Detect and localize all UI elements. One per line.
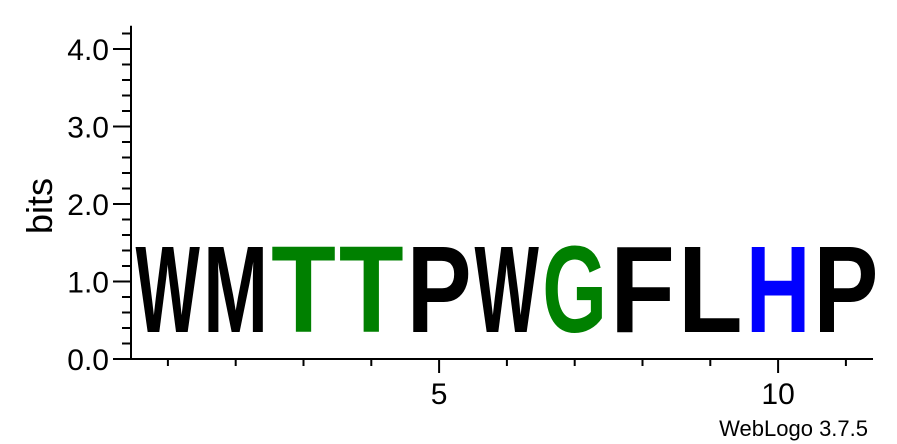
logo-letter-T: T	[271, 222, 336, 359]
y-tick-label: 4.0	[67, 34, 109, 67]
logo-letter-W: W	[475, 222, 539, 359]
y-tick-label: 2.0	[67, 189, 109, 222]
footer-credit: WebLogo 3.7.5	[719, 416, 868, 441]
x-tick-label: 5	[431, 378, 448, 411]
y-tick-label: 1.0	[67, 267, 109, 300]
logo-letter-P: P	[407, 221, 472, 359]
y-tick-label: 3.0	[67, 112, 109, 145]
logo-letter-H: H	[746, 220, 811, 358]
logo-letter-P: P	[814, 221, 879, 359]
logo-letter-T: T	[339, 222, 404, 359]
y-axis: 0.0 1.0 2.0 3.0 4.0	[67, 25, 132, 377]
logo-letter-G: G	[542, 222, 607, 359]
logo-letter-L: L	[678, 222, 743, 359]
logo-letter-F: F	[610, 222, 675, 359]
logo-letter-M: M	[203, 221, 268, 359]
y-axis-title: bits	[19, 178, 60, 234]
logo-letter-W: W	[136, 222, 200, 359]
y-tick-label: 0.0	[67, 344, 109, 377]
x-tick-label: 10	[761, 378, 794, 411]
x-axis: 5 10	[132, 358, 873, 411]
